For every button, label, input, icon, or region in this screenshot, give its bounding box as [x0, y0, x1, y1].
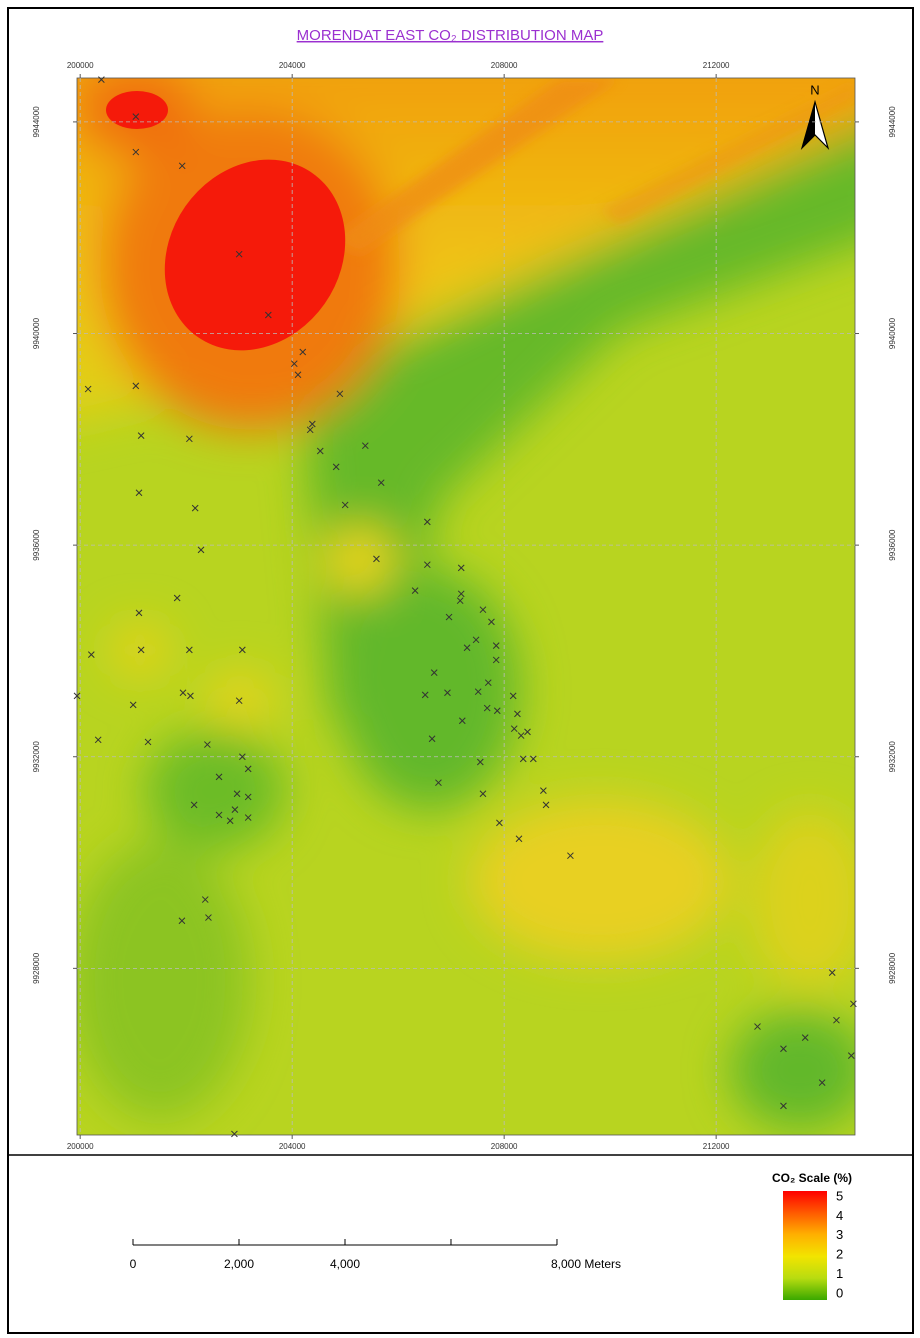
- y-tick-label: 9936000: [888, 529, 897, 561]
- scale-bar-label: 8,000 Meters: [551, 1257, 621, 1271]
- map-page: MORENDAT EAST CO₂ DISTRIBUTION MAP N CO₂…: [0, 0, 920, 1338]
- y-tick-label: 9932000: [888, 741, 897, 773]
- x-tick-label: 208000: [491, 61, 518, 70]
- scale-bar-label: 0: [130, 1257, 137, 1271]
- co2-surface: [40, 40, 900, 1135]
- scale-bar-label: 2,000: [224, 1257, 254, 1271]
- colorbar-label: 3: [836, 1227, 843, 1242]
- colorbar: [783, 1191, 827, 1300]
- y-tick-label: 9932000: [32, 741, 41, 773]
- colorbar-label: 0: [836, 1285, 843, 1300]
- x-tick-label: 212000: [703, 1142, 730, 1151]
- colorbar-label: 1: [836, 1266, 843, 1281]
- north-label: N: [810, 82, 819, 97]
- legend-title: CO₂ Scale (%): [772, 1171, 852, 1185]
- y-tick-label: 9944000: [888, 106, 897, 138]
- y-tick-label: 9940000: [888, 317, 897, 349]
- y-tick-label: 9928000: [32, 952, 41, 984]
- x-tick-label: 204000: [279, 61, 306, 70]
- y-tick-label: 9940000: [32, 317, 41, 349]
- colorbar-label: 2: [836, 1247, 843, 1262]
- x-tick-label: 212000: [703, 61, 730, 70]
- x-tick-label: 200000: [67, 1142, 94, 1151]
- y-tick-label: 9928000: [888, 952, 897, 984]
- colorbar-label: 4: [836, 1208, 843, 1223]
- scale-bar-label: 4,000: [330, 1257, 360, 1271]
- x-tick-label: 208000: [491, 1142, 518, 1151]
- x-tick-label: 200000: [67, 61, 94, 70]
- y-tick-label: 9936000: [32, 529, 41, 561]
- x-tick-label: 204000: [279, 1142, 306, 1151]
- colorbar-label: 5: [836, 1188, 843, 1203]
- y-tick-label: 9944000: [32, 106, 41, 138]
- map-title: MORENDAT EAST CO₂ DISTRIBUTION MAP: [297, 27, 604, 44]
